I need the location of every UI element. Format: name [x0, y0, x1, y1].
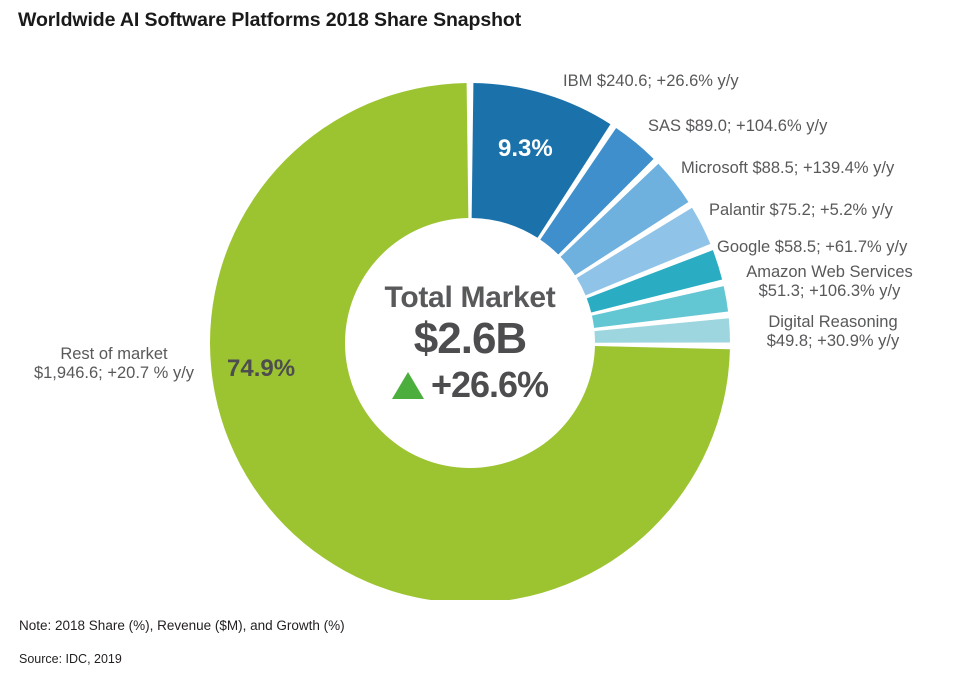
slice-label-digital-line2: $49.8; +30.9% y/y: [766, 332, 900, 351]
slice-label-google: Google $58.5; +61.7% y/y: [717, 238, 908, 256]
donut-chart-svg: [210, 83, 730, 600]
slice-label-microsoft: Microsoft $88.5; +139.4% y/y: [681, 159, 895, 177]
donut-slices: [210, 83, 730, 600]
slice-label-ibm: IBM $240.6; +26.6% y/y: [563, 72, 739, 90]
slice-label-rest-of-market: Rest of market $1,946.6; +20.7 % y/y: [16, 345, 212, 384]
slice-label-digital-line1: Digital Reasoning: [768, 313, 898, 331]
donut-slice-amazon-web-services[interactable]: [591, 286, 729, 328]
page-title: Worldwide AI Software Platforms 2018 Sha…: [18, 9, 522, 31]
donut-slice-google[interactable]: [586, 250, 723, 313]
footer-note: Note: 2018 Share (%), Revenue ($M), and …: [19, 618, 345, 633]
footer-source: Source: IDC, 2019: [19, 652, 122, 666]
slice-label-palantir: Palantir $75.2; +5.2% y/y: [709, 201, 893, 219]
donut-chart: Total Market $2.6B +26.6% 9.3% 74.9% Res…: [16, 72, 931, 600]
slice-label-digital-reasoning: Digital Reasoning $49.8; +30.9% y/y: [735, 313, 931, 352]
donut-slice-ibm[interactable]: [471, 83, 611, 238]
slice-label-rest-of-market-line1: Rest of market: [60, 345, 168, 363]
donut-slice-rest-of-market[interactable]: [210, 83, 730, 600]
donut-slice-palantir[interactable]: [576, 207, 711, 296]
slice-label-amazon-web-services: Amazon Web Services $51.3; +106.3% y/y: [730, 263, 929, 302]
slice-label-rest-of-market-line2: $1,946.6; +20.7 % y/y: [33, 364, 195, 383]
donut-slice-digital-reasoning[interactable]: [594, 318, 730, 343]
donut-slice-sas[interactable]: [540, 127, 654, 255]
slice-label-aws-line2: $51.3; +106.3% y/y: [758, 282, 901, 301]
donut-slice-microsoft[interactable]: [560, 163, 689, 276]
slice-label-aws-line1: Amazon Web Services: [746, 263, 913, 281]
slice-label-sas: SAS $89.0; +104.6% y/y: [648, 117, 828, 135]
